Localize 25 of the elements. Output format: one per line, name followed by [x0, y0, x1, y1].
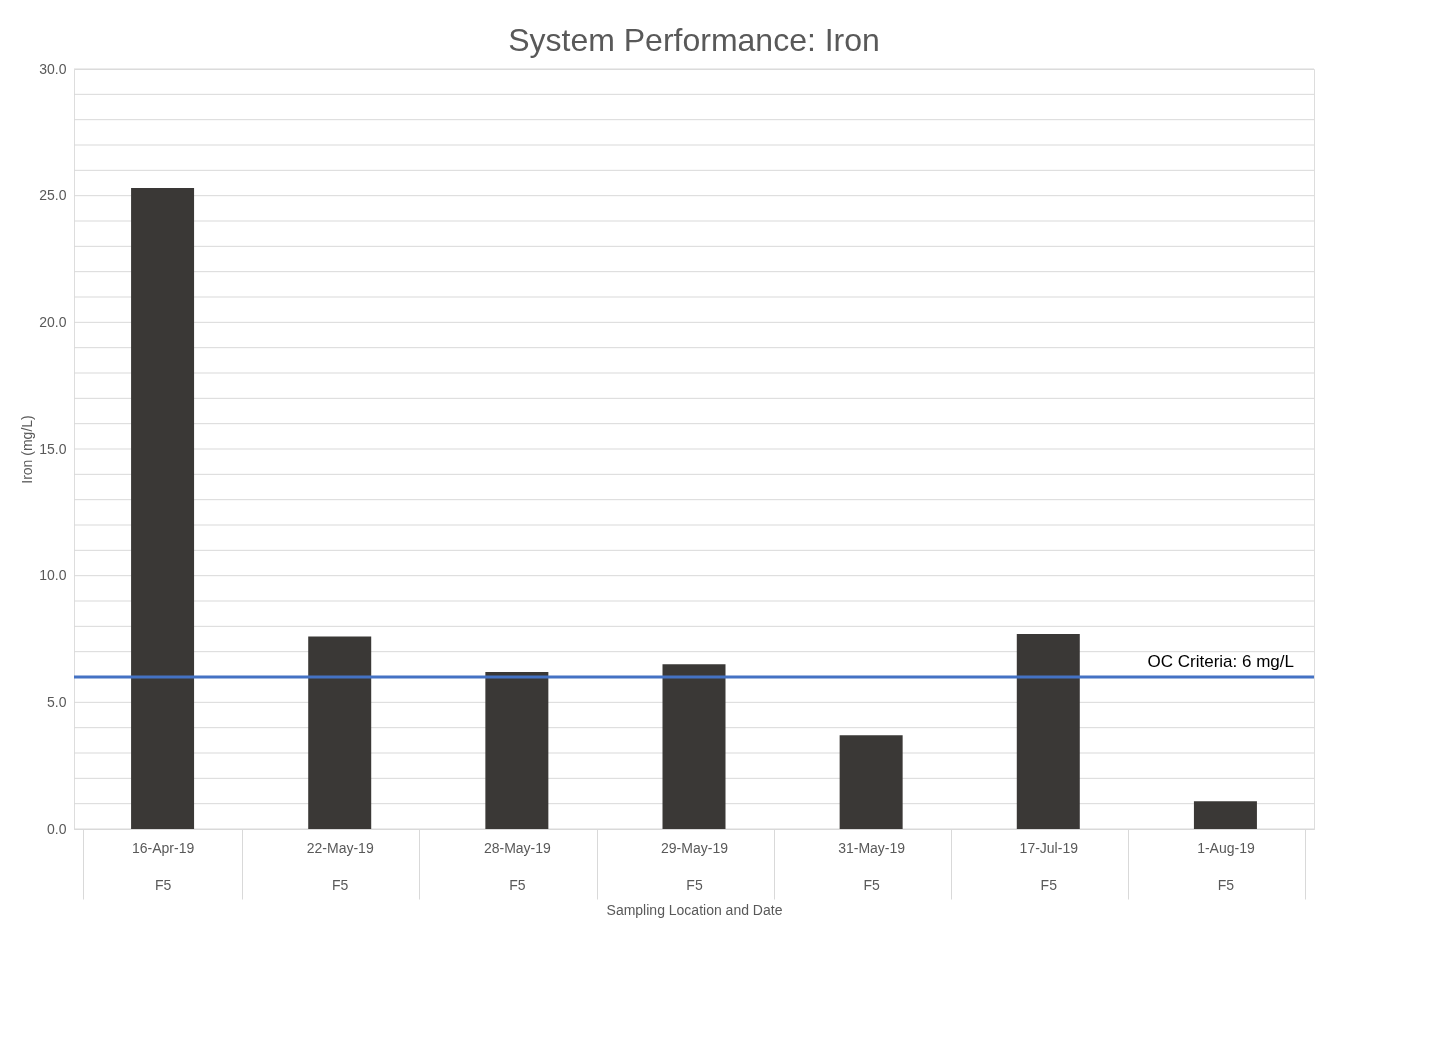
category-label: 16-Apr-19 F5: [131, 839, 195, 893]
bar: [1193, 801, 1257, 829]
y-tick-label: 10.0: [39, 567, 67, 584]
chart-title: System Performance: Iron: [508, 22, 880, 58]
bar: [131, 188, 195, 829]
bar: [662, 664, 726, 829]
y-tick-label: 20.0: [39, 313, 67, 330]
bar: [839, 735, 903, 829]
ref-line-label: OC Criteria: 6 mg/L: [1147, 652, 1294, 671]
x-axis-title: Sampling Location and Date: [606, 902, 783, 918]
y-tick-label: 0.0: [47, 820, 67, 837]
bar: [485, 671, 549, 829]
y-axis-title: Iron (mg/L): [19, 415, 36, 484]
category-label: 31-May-19 F5: [838, 839, 906, 893]
category-label: 22-May-19 F5: [306, 839, 374, 893]
category-label: 17-Jul-19 F5: [1019, 839, 1078, 893]
y-tick-label: 5.0: [47, 693, 67, 710]
category-label: 29-May-19 F5: [661, 839, 728, 893]
y-tick-label: 30.0: [39, 60, 67, 77]
y-tick-label: 15.0: [39, 440, 67, 457]
category-label: 28-May-19 F5: [483, 839, 551, 893]
bar: [308, 636, 372, 829]
category-label: 1-Aug-19 F5: [1197, 839, 1255, 893]
y-tick-label: 25.0: [39, 187, 67, 204]
bar: [1016, 633, 1080, 829]
